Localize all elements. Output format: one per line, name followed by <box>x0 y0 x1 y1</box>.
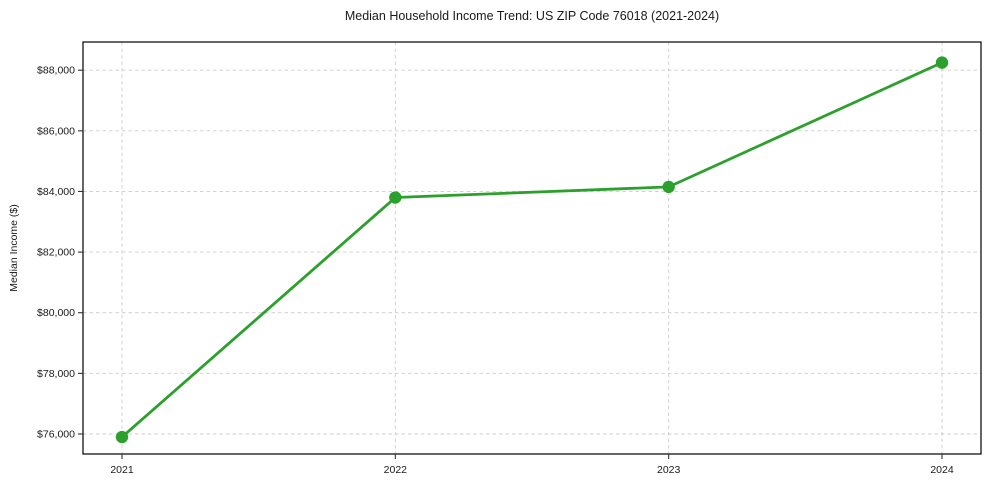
y-tick-label: $88,000 <box>37 65 75 77</box>
data-line <box>120 61 944 439</box>
grid-lines <box>83 42 981 454</box>
x-tick-label: 2022 <box>384 464 408 476</box>
y-tick-label: $78,000 <box>37 368 75 380</box>
axes-frame <box>82 41 982 455</box>
y-tick-label: $80,000 <box>37 307 75 319</box>
data-point <box>662 180 675 194</box>
data-point <box>115 430 129 444</box>
y-tick-label: $86,000 <box>37 125 75 137</box>
tick-labels: $76,000 $78,000 $80,000 $82,000 $84,000 $86,0… <box>37 65 954 476</box>
chart-title: Median Household Income Trend: US ZIP Co… <box>344 9 720 23</box>
x-tick-label: 2021 <box>110 464 134 476</box>
y-tick-label: $84,000 <box>37 186 75 198</box>
data-point <box>935 56 949 69</box>
x-tick-label: 2023 <box>657 464 681 476</box>
y-tick-label: $76,000 <box>37 428 75 440</box>
tick-marks <box>78 69 943 459</box>
x-tick-label: 2024 <box>930 464 954 476</box>
data-point <box>389 191 402 204</box>
y-tick-label: $82,000 <box>37 247 75 259</box>
